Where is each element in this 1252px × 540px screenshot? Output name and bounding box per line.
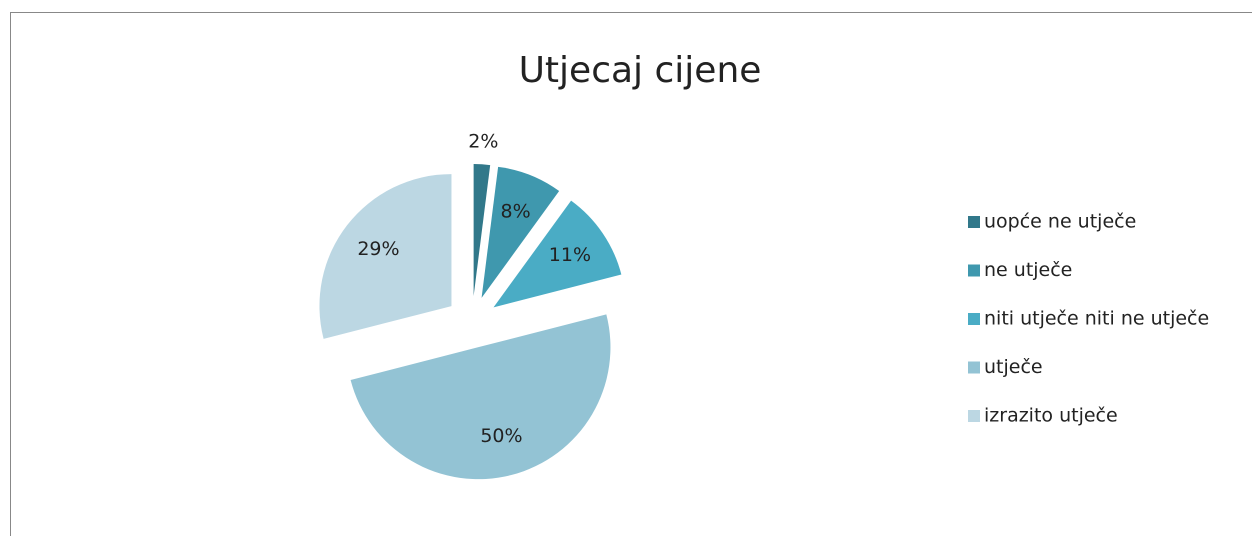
data-label: 29% [357,238,399,260]
legend-label: uopće ne utječe [984,211,1136,233]
legend-label: niti utječe niti ne utječe [984,308,1209,330]
legend-swatch [968,216,980,228]
pie-slice [351,314,611,479]
legend-swatch [968,265,980,277]
data-label: 50% [480,425,522,447]
data-label: 8% [501,200,531,222]
legend-swatch [968,362,980,374]
data-label: 2% [468,130,498,152]
legend-label: izrazito utječe [984,405,1118,427]
legend-swatch [968,410,980,422]
legend-label: ne utječe [984,259,1072,281]
chart-title: Utjecaj cijene [519,50,762,91]
data-label: 11% [549,244,591,266]
legend-swatch [968,313,980,325]
legend-label: utječe [984,356,1043,378]
